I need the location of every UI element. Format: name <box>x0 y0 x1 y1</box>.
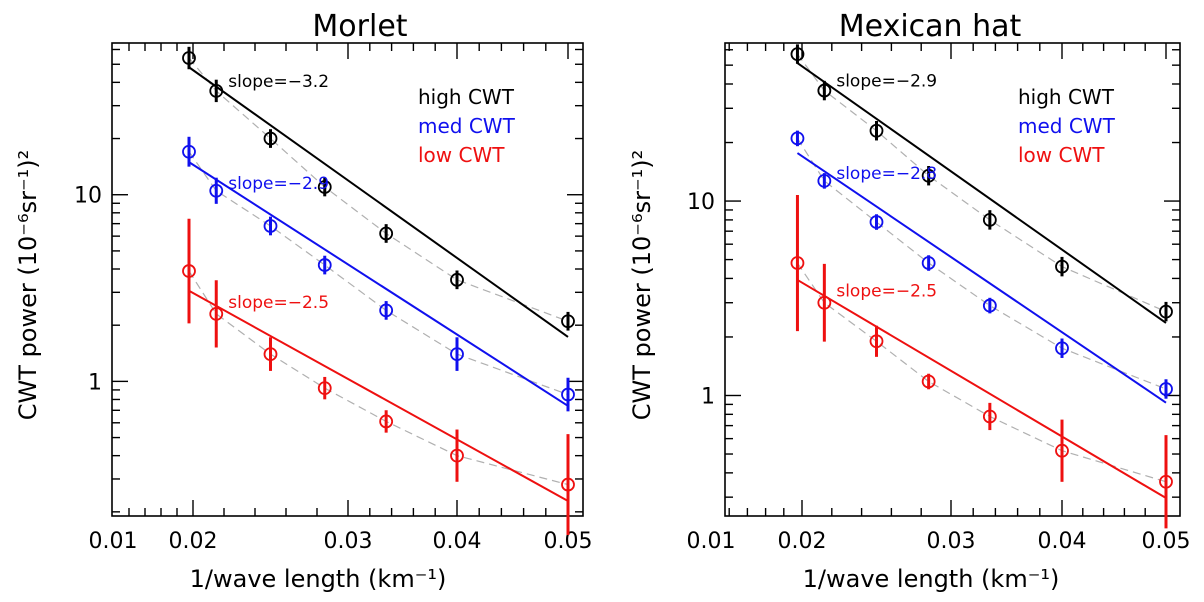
plot-area: 1 10 0.01 0.02 0.03 0.04 0.05 slope=−2.9 high CW… <box>687 42 1191 554</box>
x-tick-label: 0.05 <box>1142 529 1191 554</box>
series-med: slope=−2.8 <box>790 130 1173 404</box>
legend-item: med CWT <box>418 114 516 138</box>
slope-label: slope=−2.9 <box>228 174 329 194</box>
data-point <box>982 298 997 313</box>
data-point <box>1055 341 1069 356</box>
data-point <box>1159 382 1173 396</box>
data-point <box>790 131 805 146</box>
legend-item: high CWT <box>1018 85 1115 109</box>
data-point <box>1159 304 1173 319</box>
panel-title: Mexican hat <box>839 9 1022 44</box>
data-point <box>790 47 805 61</box>
y-tick-label: 10 <box>687 190 715 215</box>
fit-line <box>188 66 569 338</box>
fit-line <box>188 289 569 502</box>
data-point <box>869 334 884 349</box>
x-tick-label: 0.03 <box>324 529 373 554</box>
x-tick-label: 0.01 <box>687 529 736 554</box>
legend-item: low CWT <box>1018 143 1105 167</box>
slope-label: slope=−3.2 <box>228 72 329 92</box>
data-point <box>450 448 464 463</box>
fit-line <box>796 62 1167 324</box>
x-tick-label: 0.04 <box>433 529 482 554</box>
data-point <box>1055 259 1069 274</box>
data-point <box>561 387 575 402</box>
data-point <box>317 180 332 194</box>
data-point <box>263 131 278 146</box>
data-point <box>1055 443 1069 458</box>
data-point <box>182 51 196 65</box>
data-point <box>209 306 224 321</box>
x-axis-label: 1/wave length (km⁻¹) <box>803 565 1060 593</box>
data-point <box>869 215 884 229</box>
data-point <box>817 295 832 310</box>
data-point <box>263 219 278 233</box>
slope-label: slope=−2.5 <box>228 293 329 313</box>
data-point <box>817 83 832 98</box>
data-point <box>450 347 464 362</box>
data-point <box>561 477 575 492</box>
slope-label: slope=−2.5 <box>836 282 937 302</box>
slope-label: slope=−2.9 <box>836 72 937 92</box>
plot-frame <box>724 42 1181 517</box>
x-axis-label: 1/wave length (km⁻¹) <box>190 565 447 593</box>
x-tick-label: 0.03 <box>927 529 976 554</box>
series-high: slope=−3.2 <box>182 46 575 338</box>
y-tick-label: 10 <box>74 184 102 209</box>
y-tick-label: 1 <box>88 370 102 395</box>
data-point <box>921 256 936 270</box>
fit-line <box>796 279 1167 499</box>
data-point <box>209 83 224 98</box>
data-point <box>982 213 997 227</box>
series-low: slope=−2.5 <box>790 194 1173 529</box>
data-point <box>817 173 832 188</box>
data-point <box>790 256 805 270</box>
legend-item: high CWT <box>418 85 515 109</box>
data-point <box>1159 474 1173 489</box>
x-tick-label: 0.02 <box>169 529 218 554</box>
x-tick-label: 0.04 <box>1038 529 1087 554</box>
legend-item: med CWT <box>1018 114 1116 138</box>
data-point <box>379 226 394 241</box>
data-point <box>921 168 936 183</box>
data-point <box>182 144 196 159</box>
y-axis-label: CWT power (10⁻⁶sr⁻¹)² <box>628 150 656 420</box>
data-point <box>379 303 394 318</box>
data-point <box>561 314 575 329</box>
data-point <box>263 347 278 362</box>
series-high: slope=−2.9 <box>790 44 1173 324</box>
data-point <box>921 374 936 389</box>
data-point <box>209 183 224 198</box>
slope-label: slope=−2.8 <box>836 164 937 184</box>
y-tick-label: 1 <box>701 384 715 409</box>
data-point <box>869 123 884 138</box>
data-point <box>982 409 997 424</box>
mexican-hat-panel: Mexican hat CWT power (10⁻⁶sr⁻¹)² 1/wave… <box>628 9 1190 593</box>
data-point <box>450 272 464 287</box>
x-tick-label: 0.02 <box>778 529 827 554</box>
panel-title: Morlet <box>312 9 407 44</box>
data-point <box>317 258 332 272</box>
fit-line <box>188 161 569 407</box>
fit-line <box>796 152 1167 404</box>
y-axis-label: CWT power (10⁻⁶sr⁻¹)² <box>14 150 42 420</box>
morlet-panel: Morlet CWT power (10⁻⁶sr⁻¹)² 1/wave leng… <box>14 9 592 593</box>
series-low: slope=−2.5 <box>182 218 575 535</box>
legend-item: low CWT <box>418 143 505 167</box>
series-med: slope=−2.9 <box>182 136 575 412</box>
data-point <box>379 414 394 429</box>
data-point <box>182 264 196 278</box>
x-tick-label: 0.01 <box>89 529 138 554</box>
data-point <box>317 381 332 396</box>
